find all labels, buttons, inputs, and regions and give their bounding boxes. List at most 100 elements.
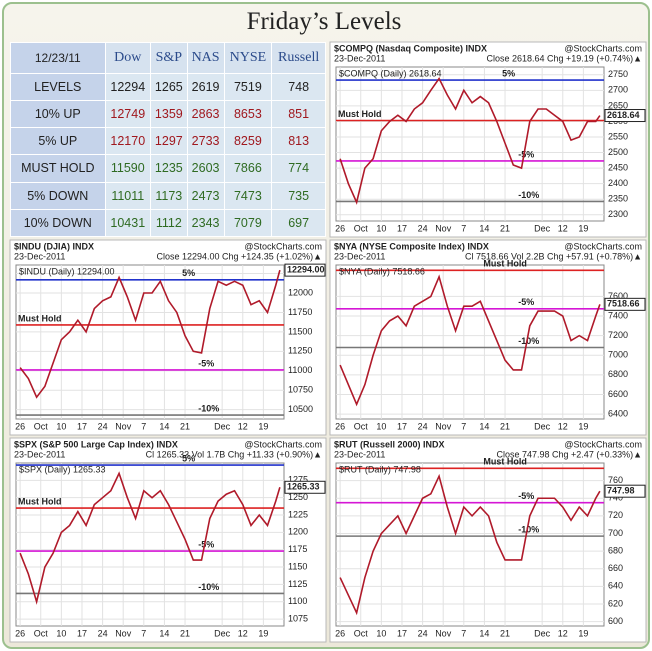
x-tick-label: 17 bbox=[397, 223, 407, 233]
x-tick-label: 26 bbox=[335, 223, 345, 233]
chart-source: @StockCharts.com bbox=[564, 43, 642, 53]
x-tick-label: 10 bbox=[56, 628, 66, 638]
price-line bbox=[339, 76, 601, 205]
table-cell: 2733 bbox=[186, 127, 225, 156]
chart-legend: $NYA (Daily) 7518.66 bbox=[339, 266, 425, 276]
level-label: 5% bbox=[182, 268, 195, 278]
x-tick-label: Dec bbox=[214, 421, 231, 431]
x-tick-label: 26 bbox=[335, 421, 345, 431]
level-label: Must Hold bbox=[483, 259, 527, 269]
level-label: -10% bbox=[198, 403, 219, 413]
level-label: -5% bbox=[518, 297, 534, 307]
y-tick-label: 2650 bbox=[608, 100, 628, 110]
x-tick-label: 24 bbox=[418, 628, 428, 638]
y-tick-label: 6400 bbox=[608, 408, 628, 418]
plot-area bbox=[15, 462, 285, 627]
table-cell: 12294 bbox=[104, 72, 152, 102]
y-tick-label: 6600 bbox=[608, 389, 628, 399]
y-tick-label: 6800 bbox=[608, 369, 628, 379]
x-tick-label: Oct bbox=[354, 223, 369, 233]
x-tick-label: 10 bbox=[376, 628, 386, 638]
x-tick-label: 12 bbox=[558, 421, 568, 431]
table-cell: 7519 bbox=[223, 72, 273, 102]
chart-title: $NYA (NYSE Composite Index) INDX bbox=[334, 241, 489, 251]
x-tick-label: Dec bbox=[214, 628, 231, 638]
table-cell: 697 bbox=[271, 208, 326, 238]
table-cell: Russell bbox=[271, 42, 326, 74]
chart-source: @StockCharts.com bbox=[244, 439, 322, 449]
y-tick-label: 620 bbox=[608, 598, 623, 608]
table-cell: 1359 bbox=[150, 99, 188, 129]
y-tick-label: 1150 bbox=[288, 561, 307, 571]
table-cell: 2473 bbox=[186, 181, 225, 210]
x-tick-label: Oct bbox=[354, 628, 369, 638]
table-cell: 11011 bbox=[104, 181, 152, 210]
table-cell: 10% DOWN bbox=[10, 208, 106, 238]
y-tick-label: 12000 bbox=[288, 287, 313, 297]
chart-date: 23-Dec-2011 bbox=[334, 251, 385, 261]
chart-quote: Cl 7518.66 Vol 2.2B Chg +57.91 (+0.78%)▲ bbox=[465, 251, 642, 261]
table-cell: 7866 bbox=[223, 154, 273, 183]
x-tick-label: 12 bbox=[558, 223, 568, 233]
chart-date: 23-Dec-2011 bbox=[14, 449, 65, 459]
last-value-label: 747.98 bbox=[607, 486, 635, 496]
y-tick-label: 2400 bbox=[608, 178, 628, 188]
level-label: Must Hold bbox=[18, 313, 62, 323]
x-tick-label: 7 bbox=[141, 628, 146, 638]
x-tick-label: 14 bbox=[479, 628, 489, 638]
x-tick-label: Oct bbox=[34, 421, 49, 431]
x-tick-label: 21 bbox=[500, 421, 510, 431]
level-label: -10% bbox=[518, 336, 539, 346]
level-label: 5% bbox=[502, 68, 515, 78]
table-row: 5% UP 12170 1297 2733 8259 813 bbox=[10, 127, 326, 156]
price-line bbox=[339, 473, 601, 616]
y-tick-label: 11500 bbox=[288, 326, 312, 336]
y-tick-label: 660 bbox=[608, 563, 623, 573]
x-tick-label: 17 bbox=[397, 421, 407, 431]
x-tick-label: Nov bbox=[115, 628, 132, 638]
chart-title: $RUT (Russell 2000) INDX bbox=[334, 439, 445, 449]
chart-legend: $INDU (Daily) 12294.00 bbox=[19, 266, 115, 276]
level-label: Must Hold bbox=[338, 109, 382, 119]
x-tick-label: 17 bbox=[77, 628, 87, 638]
y-tick-label: 1100 bbox=[288, 596, 307, 606]
x-tick-label: 21 bbox=[180, 628, 190, 638]
chart-source: @StockCharts.com bbox=[564, 439, 642, 449]
x-tick-label: Oct bbox=[34, 628, 49, 638]
level-label: -5% bbox=[518, 149, 534, 159]
x-tick-label: 19 bbox=[578, 421, 588, 431]
level-label: Must Hold bbox=[18, 496, 62, 506]
table-cell: 2863 bbox=[186, 99, 225, 129]
chart-quote: Close 12294.00 Chg +124.35 (+1.02%)▲ bbox=[156, 251, 322, 261]
y-tick-label: 2550 bbox=[608, 131, 628, 141]
x-tick-label: Dec bbox=[534, 628, 551, 638]
y-tick-label: 1175 bbox=[288, 544, 307, 554]
x-tick-label: 12 bbox=[558, 628, 568, 638]
table-cell: 2343 bbox=[186, 208, 225, 238]
table-cell: 2603 bbox=[186, 154, 225, 183]
chart-title: $SPX (S&P 500 Large Cap Index) INDX bbox=[14, 439, 178, 449]
y-tick-label: 760 bbox=[608, 475, 623, 485]
y-tick-label: 7000 bbox=[608, 350, 628, 360]
y-tick-label: 680 bbox=[608, 545, 623, 555]
y-tick-label: 2300 bbox=[608, 209, 628, 219]
chart-legend: $COMPQ (Daily) 2618.64 bbox=[339, 68, 442, 78]
y-tick-label: 7400 bbox=[608, 310, 628, 320]
table-cell: LEVELS bbox=[10, 72, 106, 102]
x-tick-label: 7 bbox=[141, 421, 146, 431]
x-tick-label: Nov bbox=[435, 223, 452, 233]
chart-date: 23-Dec-2011 bbox=[334, 449, 385, 459]
table-cell: 735 bbox=[271, 181, 326, 210]
plot-area bbox=[335, 264, 605, 420]
table-cell: 7473 bbox=[223, 181, 273, 210]
x-tick-label: 21 bbox=[500, 628, 510, 638]
x-tick-label: 24 bbox=[98, 421, 108, 431]
x-tick-label: 24 bbox=[98, 628, 108, 638]
x-tick-label: Dec bbox=[534, 421, 551, 431]
y-tick-label: 640 bbox=[608, 581, 623, 591]
price-line bbox=[19, 269, 281, 399]
last-value-box bbox=[604, 109, 646, 123]
last-value-label: 7518.66 bbox=[607, 299, 640, 309]
y-tick-label: 1200 bbox=[288, 527, 308, 537]
